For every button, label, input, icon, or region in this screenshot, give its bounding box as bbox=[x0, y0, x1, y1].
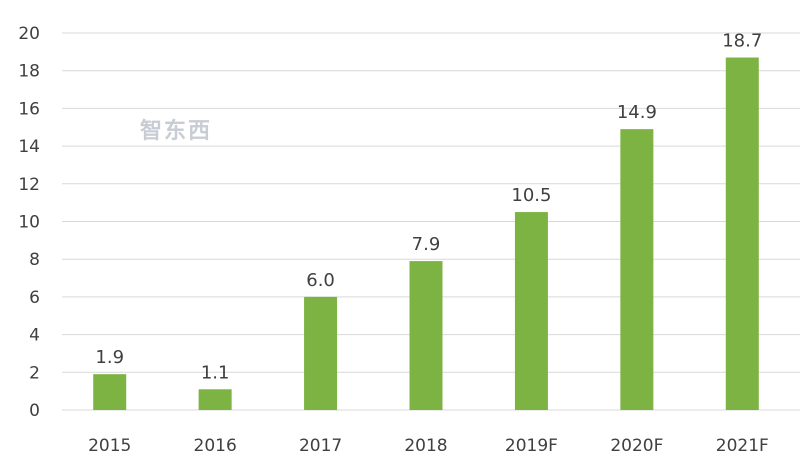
bar bbox=[304, 296, 338, 410]
y-tick-label: 8 bbox=[29, 250, 40, 270]
x-tick-label: 2019F bbox=[505, 436, 558, 456]
x-tick-label: 2020F bbox=[610, 436, 663, 456]
x-tick-label: 2021F bbox=[716, 436, 769, 456]
y-tick-label: 12 bbox=[18, 175, 40, 195]
x-tick-label: 2017 bbox=[299, 436, 342, 456]
y-tick-label: 14 bbox=[18, 137, 40, 157]
y-tick-label: 18 bbox=[18, 62, 40, 82]
y-tick-label: 10 bbox=[18, 213, 40, 233]
y-tick-label: 2 bbox=[29, 363, 40, 383]
data-label: 7.9 bbox=[412, 234, 441, 255]
y-tick-label: 0 bbox=[29, 401, 40, 421]
y-tick-label: 20 bbox=[18, 24, 40, 44]
data-label: 18.7 bbox=[722, 31, 762, 52]
x-tick-label: 2015 bbox=[88, 436, 131, 456]
x-tick-label: 2016 bbox=[194, 436, 237, 456]
bar bbox=[93, 374, 127, 410]
x-tick-label: 2018 bbox=[404, 436, 447, 456]
y-tick-label: 4 bbox=[29, 326, 40, 346]
data-label: 6.0 bbox=[306, 270, 335, 291]
bar bbox=[198, 389, 232, 410]
data-label: 10.5 bbox=[511, 185, 551, 206]
bar bbox=[514, 212, 548, 410]
y-tick-label: 16 bbox=[18, 99, 40, 119]
bar bbox=[409, 261, 443, 410]
y-tick-label: 6 bbox=[29, 288, 40, 308]
data-label: 1.9 bbox=[95, 347, 124, 368]
bar bbox=[620, 129, 654, 410]
data-label: 14.9 bbox=[617, 102, 657, 123]
bar bbox=[725, 57, 759, 410]
watermark-logo: 智东西 bbox=[140, 119, 213, 144]
data-label: 1.1 bbox=[201, 362, 230, 383]
